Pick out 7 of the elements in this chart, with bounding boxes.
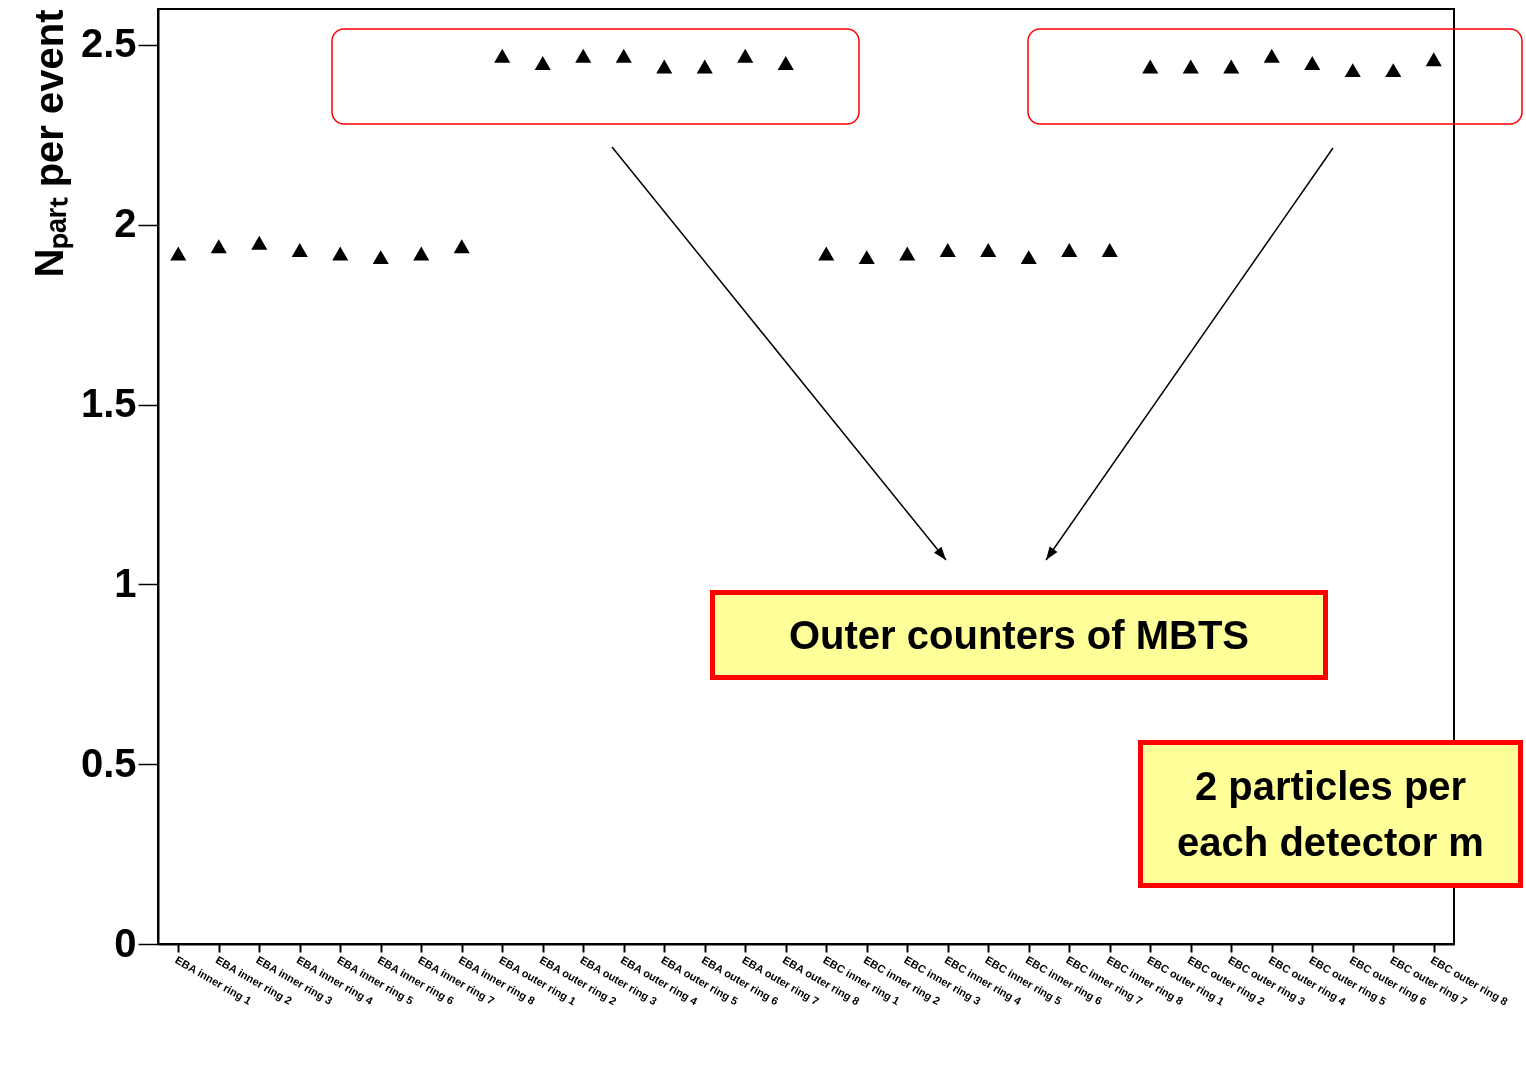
y-tick-label: 1.5 <box>80 381 137 426</box>
y-tick-label: 0.5 <box>80 740 137 785</box>
y-tick-label: 2 <box>114 201 137 246</box>
y-tick-label: 2.5 <box>80 21 137 66</box>
y-tick-label: 1 <box>114 560 137 605</box>
y-tick-label: 0 <box>114 920 137 965</box>
y-axis-title: Nₚₐᵣₜ per event <box>26 9 74 278</box>
